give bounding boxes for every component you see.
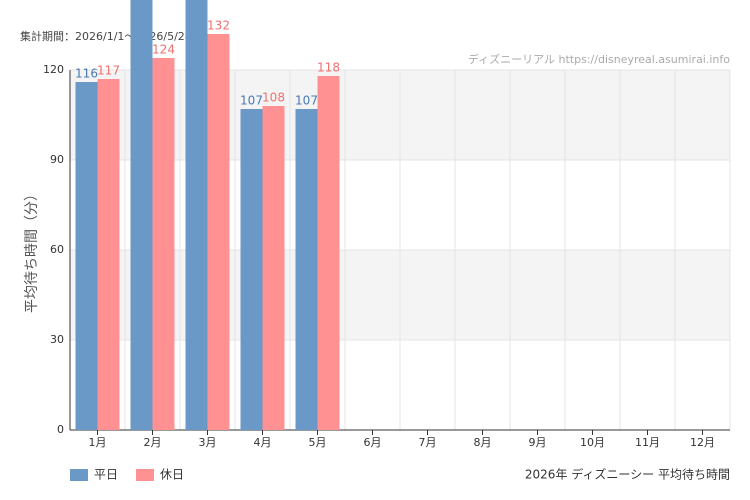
bar (75, 82, 98, 430)
bar (152, 58, 175, 430)
y-tick-label: 60 (50, 243, 64, 256)
chart-title: 2026年 ディズニーシー 平均待ち時間 (525, 467, 730, 482)
x-tick-label: 7月 (419, 436, 437, 449)
bar (317, 76, 340, 430)
x-tick-label: 12月 (690, 436, 715, 449)
legend-swatch (136, 469, 154, 481)
x-tick-label: 4月 (254, 436, 272, 449)
value-label: 124 (152, 43, 175, 57)
y-axis-label: 平均待ち時間（分） (24, 187, 40, 313)
x-tick-label: 8月 (474, 436, 492, 449)
x-tick-label: 5月 (309, 436, 327, 449)
x-tick-label: 1月 (89, 436, 107, 449)
bar (207, 34, 230, 430)
bar (185, 0, 208, 430)
value-label: 118 (317, 61, 340, 75)
x-tick-label: 11月 (635, 436, 660, 449)
value-label: 117 (97, 64, 120, 78)
x-tick-label: 3月 (199, 436, 217, 449)
value-label: 132 (207, 19, 230, 33)
legend-label: 休日 (160, 468, 184, 482)
y-tick-label: 120 (43, 63, 64, 76)
chart-subtitle: 集計期間：2026/1/1～2026/5/24 (20, 29, 192, 43)
legend-swatch (70, 469, 88, 481)
y-tick-label: 0 (57, 423, 64, 436)
value-label: 116 (75, 67, 98, 81)
bar (130, 0, 153, 430)
bar (295, 109, 318, 430)
y-tick-label: 30 (50, 333, 64, 346)
y-tick-label: 90 (50, 153, 64, 166)
value-label: 108 (262, 91, 285, 105)
value-label: 107 (295, 94, 318, 108)
bar (262, 106, 285, 430)
x-tick-label: 9月 (529, 436, 547, 449)
bar (97, 79, 120, 430)
source: ディズニーリアル https://disneyreal.asumirai.inf… (468, 52, 730, 66)
legend-label: 平日 (94, 468, 118, 482)
value-label: 107 (240, 94, 263, 108)
x-tick-label: 6月 (364, 436, 382, 449)
x-tick-label: 2月 (144, 436, 162, 449)
x-tick-label: 10月 (580, 436, 605, 449)
bar (240, 109, 263, 430)
